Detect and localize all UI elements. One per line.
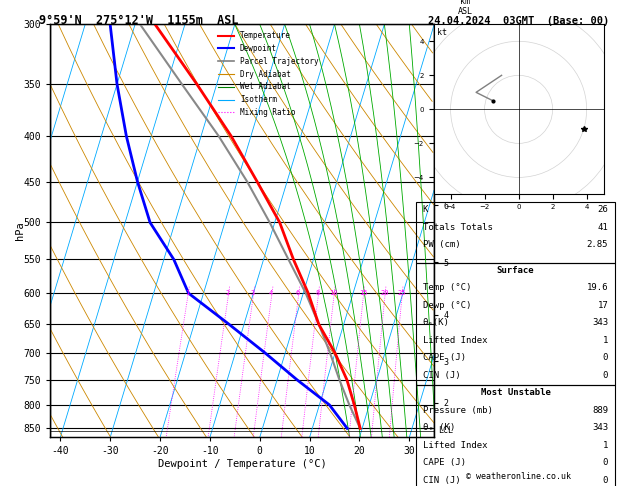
Text: kt: kt xyxy=(437,28,447,37)
Text: 4: 4 xyxy=(269,290,273,295)
Text: 3: 3 xyxy=(250,290,255,295)
Text: 1: 1 xyxy=(603,440,608,450)
Text: 343: 343 xyxy=(592,318,608,327)
Text: 6: 6 xyxy=(296,290,300,295)
Text: Totals Totals: Totals Totals xyxy=(423,223,493,232)
Text: 19.6: 19.6 xyxy=(587,283,608,292)
Text: CIN (J): CIN (J) xyxy=(423,475,460,485)
Text: Lifted Index: Lifted Index xyxy=(423,335,487,345)
Text: 0: 0 xyxy=(603,458,608,467)
Text: 8: 8 xyxy=(316,290,320,295)
Text: LCL: LCL xyxy=(438,426,453,435)
Text: K: K xyxy=(423,205,428,214)
Text: 0: 0 xyxy=(603,475,608,485)
Text: Pressure (mb): Pressure (mb) xyxy=(423,405,493,415)
Text: Lifted Index: Lifted Index xyxy=(423,440,487,450)
Text: 0: 0 xyxy=(603,370,608,380)
Text: 10: 10 xyxy=(329,290,338,295)
Text: km
ASL: km ASL xyxy=(457,0,472,16)
Text: Dewp (°C): Dewp (°C) xyxy=(423,300,471,310)
Text: Surface: Surface xyxy=(497,265,534,275)
Text: Most Unstable: Most Unstable xyxy=(481,388,550,397)
Text: 889: 889 xyxy=(592,405,608,415)
Text: hPa: hPa xyxy=(14,222,25,240)
Text: CAPE (J): CAPE (J) xyxy=(423,458,465,467)
Text: CIN (J): CIN (J) xyxy=(423,370,460,380)
Text: 0: 0 xyxy=(603,353,608,362)
Text: 25: 25 xyxy=(398,290,406,295)
Text: 2.85: 2.85 xyxy=(587,240,608,249)
Text: 2: 2 xyxy=(226,290,230,295)
Text: CAPE (J): CAPE (J) xyxy=(423,353,465,362)
Legend: Temperature, Dewpoint, Parcel Trajectory, Dry Adiabat, Wet Adiabat, Isotherm, Mi: Temperature, Dewpoint, Parcel Trajectory… xyxy=(215,28,321,120)
Text: 9°59'N  275°12'W  1155m  ASL: 9°59'N 275°12'W 1155m ASL xyxy=(38,14,238,27)
Text: 1: 1 xyxy=(185,290,189,295)
Text: θₑ(K): θₑ(K) xyxy=(423,318,450,327)
Text: 26: 26 xyxy=(598,205,608,214)
Text: © weatheronline.co.uk: © weatheronline.co.uk xyxy=(466,472,571,481)
Text: PW (cm): PW (cm) xyxy=(423,240,460,249)
Text: 343: 343 xyxy=(592,423,608,432)
X-axis label: Dewpoint / Temperature (°C): Dewpoint / Temperature (°C) xyxy=(158,459,326,469)
Text: 41: 41 xyxy=(598,223,608,232)
Text: 24.04.2024  03GMT  (Base: 00): 24.04.2024 03GMT (Base: 00) xyxy=(428,16,610,26)
Text: 1: 1 xyxy=(603,335,608,345)
Text: θₑ (K): θₑ (K) xyxy=(423,423,455,432)
Text: 17: 17 xyxy=(598,300,608,310)
Text: 20: 20 xyxy=(381,290,389,295)
Text: 15: 15 xyxy=(359,290,367,295)
Text: Temp (°C): Temp (°C) xyxy=(423,283,471,292)
